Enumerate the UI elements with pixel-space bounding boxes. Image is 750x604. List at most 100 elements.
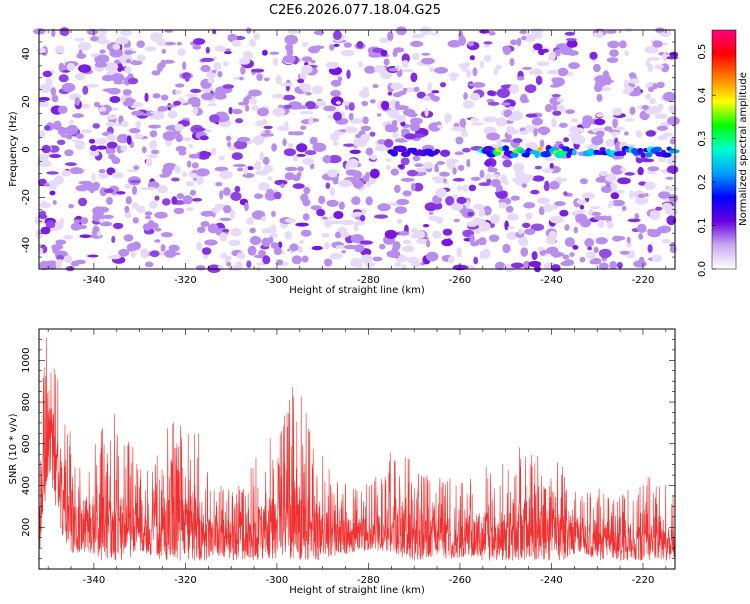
spectrogram-cell	[510, 195, 520, 201]
spectrogram-cell	[41, 200, 46, 206]
spectrogram-cell	[439, 171, 450, 177]
spectrogram-cell	[39, 260, 49, 271]
spectrogram-cell	[219, 170, 233, 180]
spectrogram-cell	[362, 116, 369, 125]
spectrogram-cell	[301, 64, 313, 74]
snr-xtick-label: -300	[266, 575, 289, 586]
spectrogram-cell	[376, 113, 382, 117]
spectrogram-cell	[532, 68, 543, 76]
spectrogram-cell	[379, 243, 386, 250]
spectrogram-cell	[624, 131, 629, 136]
spectrogram-cell	[55, 259, 63, 270]
spectrogram-cell	[616, 262, 623, 269]
spectrogram-cell	[332, 178, 339, 185]
spectrogram-cell	[598, 248, 612, 259]
spectrogram-cell	[196, 168, 210, 177]
spectrogram-cell	[72, 113, 84, 118]
spectrogram-cell	[151, 70, 161, 76]
spectrogram-cell	[377, 139, 387, 145]
colorbar-bar	[711, 29, 737, 270]
spectrogram-cell	[242, 173, 255, 178]
spectrogram-cell	[431, 90, 440, 94]
spectrogram-cell	[519, 130, 529, 135]
spectrogram-cell	[254, 160, 262, 171]
spectrogram-cell	[106, 141, 118, 149]
spectrogram-cell	[579, 178, 588, 185]
snr-ytick-label: 1000	[21, 348, 32, 373]
spectrogram-cell	[87, 254, 99, 258]
spectrogram-cell	[213, 61, 222, 71]
spectrogram-cell	[507, 226, 515, 230]
spectrogram-cell	[231, 39, 242, 47]
spectrogram-cell	[312, 142, 327, 152]
spectrogram-cell	[662, 42, 669, 46]
spectrogram-cell	[523, 202, 536, 209]
spectrogram-cell	[597, 220, 605, 228]
spectrogram-cell	[661, 238, 671, 244]
spectrogram-cell	[295, 222, 309, 227]
spectrogram-cell	[74, 97, 81, 106]
spectrogram-cell	[174, 123, 184, 132]
spectrogram-cell	[452, 194, 459, 199]
spectrogram-cell	[340, 219, 355, 226]
spectrogram-cell	[616, 126, 625, 131]
spectrogram-cell	[627, 218, 641, 223]
spectrogram-cell	[73, 219, 81, 224]
spectrogram-cell	[291, 255, 302, 265]
spectrogram-cell	[107, 87, 121, 95]
spectrogram-cell	[483, 44, 491, 48]
spectrogram-cell	[78, 64, 92, 73]
spectrogram-cell	[617, 177, 631, 185]
spectrogram-cell	[173, 207, 185, 215]
spectrogram-cell	[545, 236, 557, 245]
spectrogram-signal-cell	[645, 152, 653, 158]
spectrogram-cell	[374, 214, 388, 219]
spectrogram-cell	[467, 41, 474, 47]
spectrogram-cell	[362, 86, 369, 95]
spectrogram-cell	[116, 63, 123, 72]
spectrogram-cell	[66, 124, 78, 135]
spectrogram-cell	[45, 220, 56, 230]
spectrogram-cell	[624, 172, 635, 176]
spectrogram-cell	[282, 138, 287, 147]
spectrogram-cell	[343, 143, 356, 147]
spectrogram-cell	[620, 167, 626, 172]
spectrogram-cell	[610, 165, 624, 175]
spectrogram-cell	[273, 246, 282, 256]
spectrogram-ytick-label: 0	[21, 146, 32, 152]
spectrogram-cell	[249, 235, 262, 246]
spectrogram-cell	[219, 190, 224, 200]
spectrogram-cell	[126, 169, 139, 173]
spectrogram-cell	[66, 133, 73, 140]
spectrogram-cell	[468, 184, 477, 192]
spectrogram-cell	[144, 261, 154, 268]
spectrogram-ylabel: Frequency (Hz)	[8, 111, 19, 187]
spectrogram-cell	[410, 233, 419, 239]
spectrogram-cell	[246, 260, 252, 269]
spectrogram-cell	[156, 38, 167, 47]
spectrogram-cell	[465, 69, 472, 78]
spectrogram-cell	[551, 118, 557, 128]
spectrogram-cell	[280, 183, 285, 189]
spectrogram-cell	[284, 172, 295, 181]
spectrogram-cell	[589, 259, 596, 265]
spectrogram-cell	[296, 153, 307, 157]
spectrogram-cell	[479, 169, 485, 179]
spectrogram-cell	[565, 109, 576, 115]
spectrogram-cell	[53, 175, 64, 185]
spectrogram-cell	[420, 57, 435, 65]
spectrogram-cell	[586, 143, 599, 150]
spectrogram-cell	[96, 38, 110, 45]
spectrogram-cell	[409, 117, 423, 125]
spectrogram-cell	[55, 239, 67, 245]
spectrogram-cell	[196, 241, 203, 251]
spectrogram-cell	[649, 98, 656, 105]
spectrogram-cell	[408, 259, 419, 263]
spectrogram-cell	[343, 42, 352, 48]
spectrogram-cell	[50, 87, 57, 97]
spectrogram-cell	[549, 181, 560, 190]
spectrogram-cell	[58, 126, 64, 135]
spectrogram-cell	[447, 40, 462, 48]
spectrogram-cell	[124, 205, 130, 213]
spectrogram-cell	[248, 89, 262, 97]
